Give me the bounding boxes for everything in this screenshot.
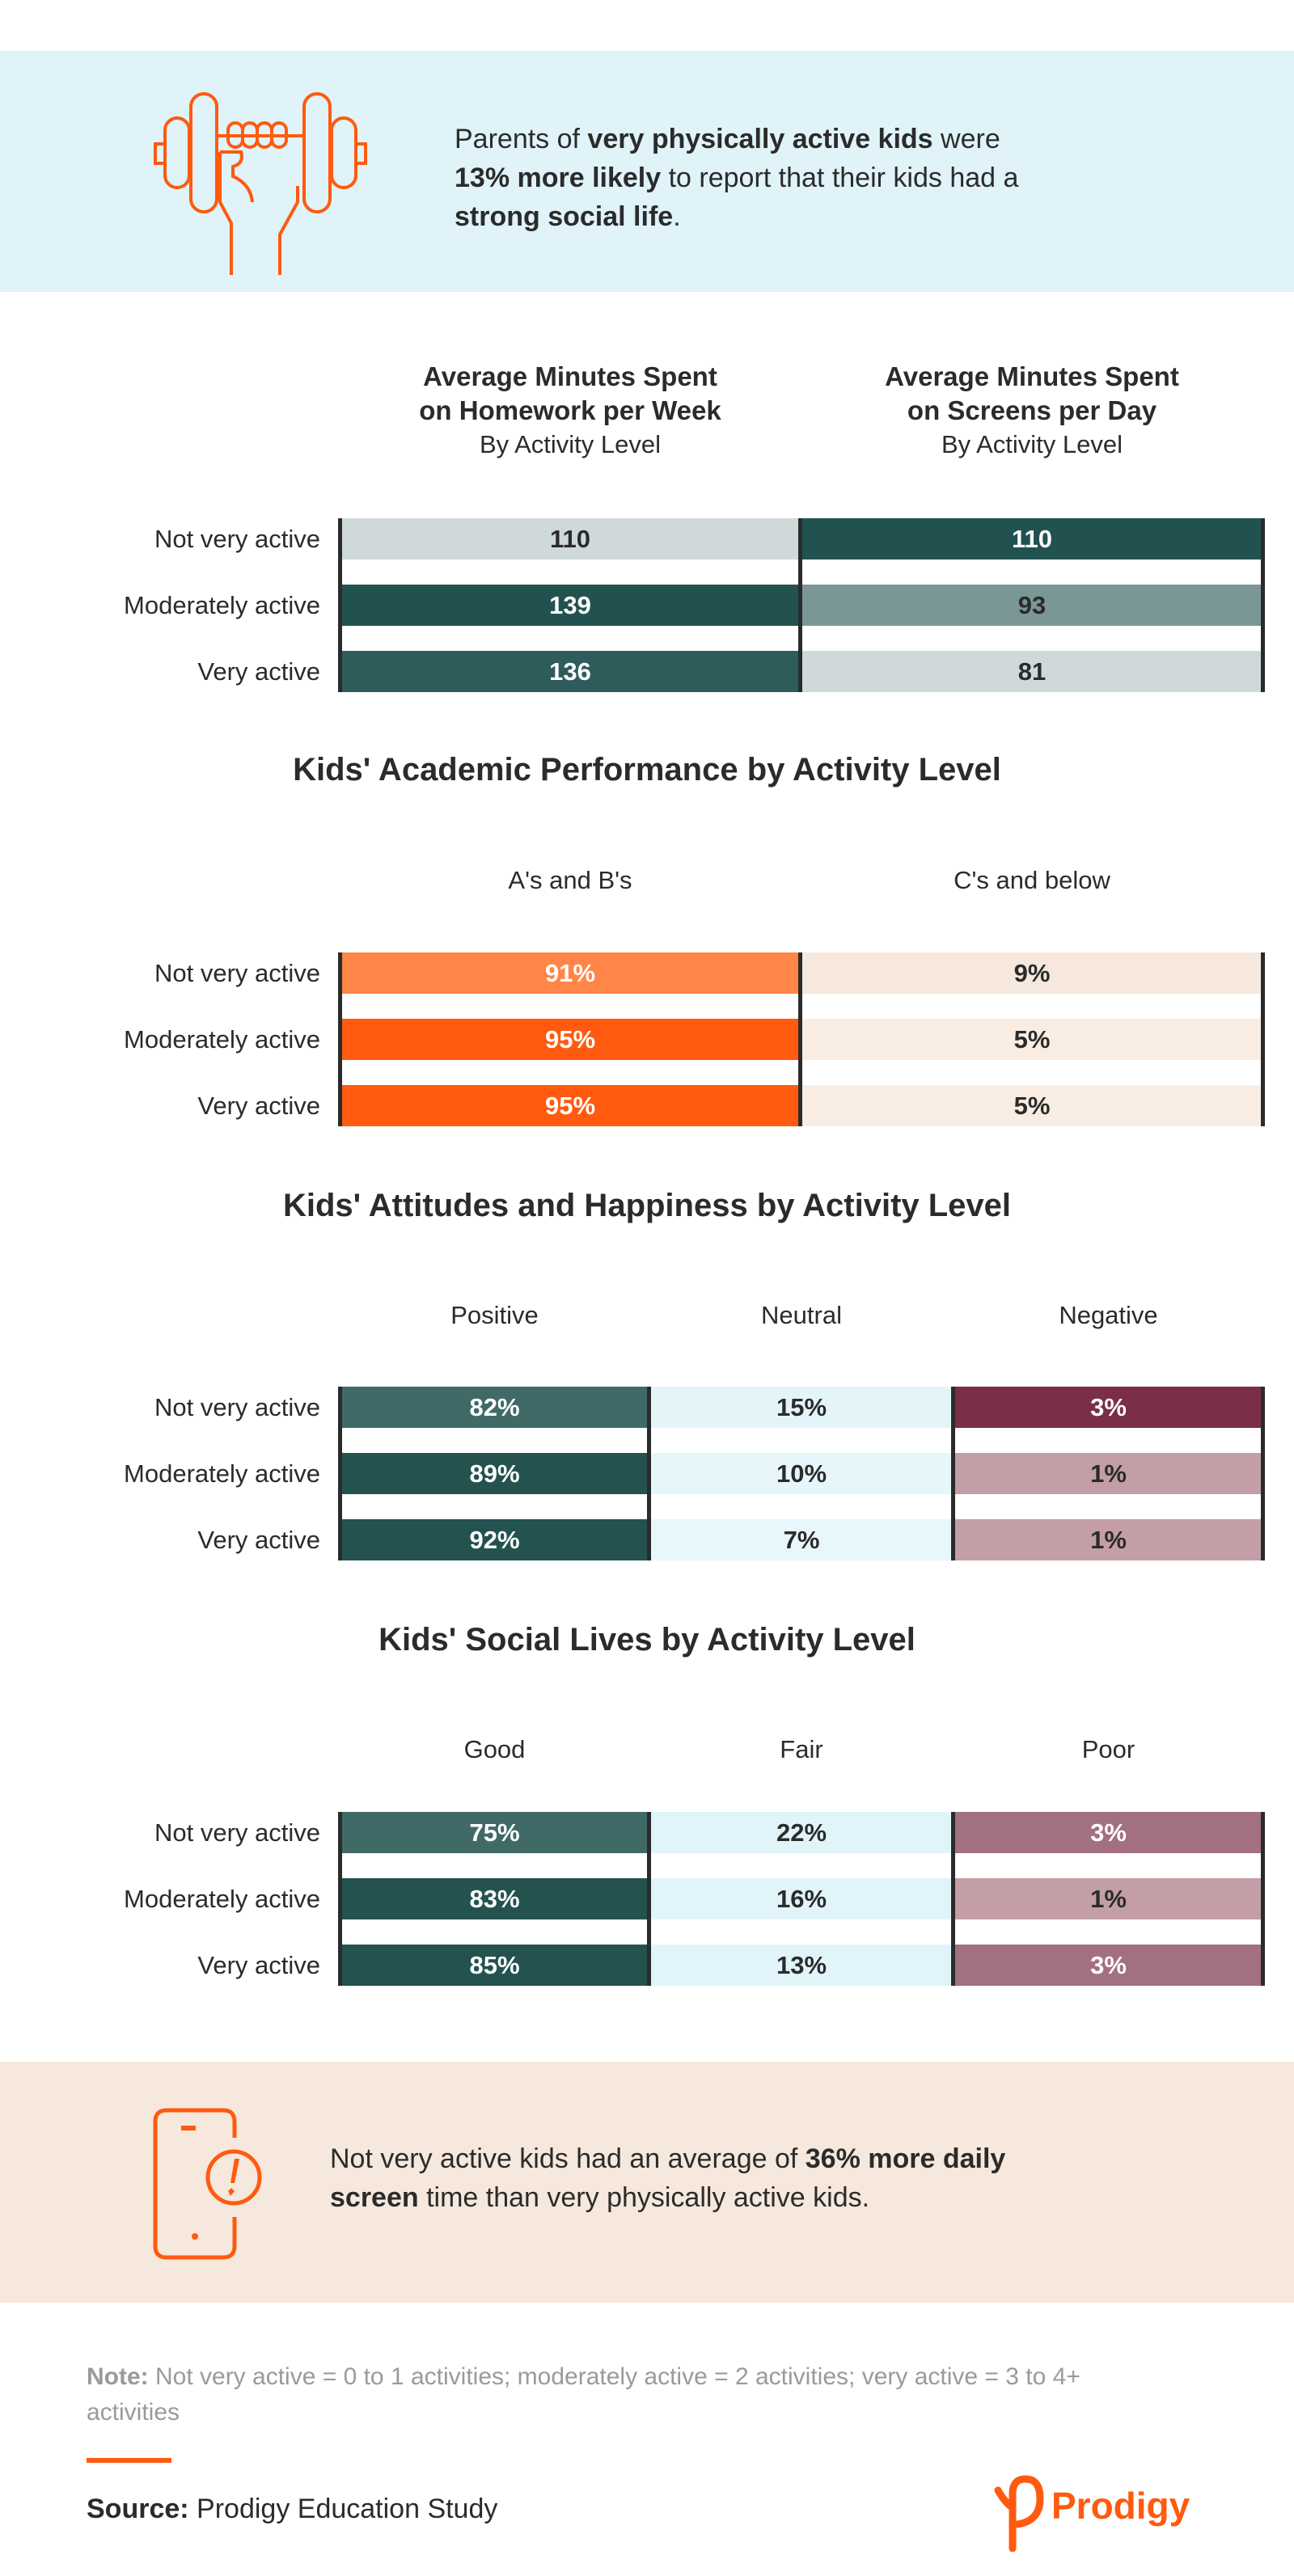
column-header: Positive [340, 1299, 649, 1332]
source-credit: Source: Prodigy Education Study [87, 2494, 498, 2524]
bar-cell: 91% [340, 952, 801, 994]
bar-cell: 82% [340, 1387, 649, 1428]
row-label: Very active [197, 1092, 320, 1120]
row-label: Moderately active [124, 1025, 320, 1054]
bar-cell: 1% [954, 1519, 1263, 1560]
bar-cell: 110 [801, 518, 1263, 560]
column-divider [798, 518, 802, 692]
column-header: Poor [954, 1733, 1263, 1767]
column-heading: Average Minutes Spent [423, 361, 717, 391]
chart-title: Kids' Social Lives by Activity Level [378, 1622, 916, 1658]
bar-cell: 22% [649, 1812, 954, 1853]
column-heading: C's and below [954, 866, 1110, 894]
bar-cell: 1% [954, 1878, 1263, 1919]
column-header: A's and B's [340, 864, 801, 897]
footnote: Note: Not very active = 0 to 1 activitie… [87, 2363, 1080, 2426]
column-divider [1261, 1812, 1265, 1986]
column-divider [1261, 952, 1265, 1126]
row-label: Not very active [154, 525, 320, 553]
column-subheading: By Activity Level [941, 430, 1123, 458]
column-divider [798, 952, 802, 1126]
column-divider [647, 1387, 651, 1560]
bottom-callout-banner [0, 2062, 1294, 2303]
row-label: Very active [197, 1526, 320, 1554]
row-label: Not very active [154, 1818, 320, 1847]
column-divider [338, 518, 342, 692]
column-heading: A's and B's [508, 866, 632, 894]
bar-cell: 16% [649, 1878, 954, 1919]
bar-cell: 3% [954, 1812, 1263, 1853]
column-divider [951, 1812, 955, 1986]
bar-cell: 93 [801, 585, 1263, 626]
column-heading: Neutral [761, 1301, 842, 1329]
column-header: Average Minutes Spent on Homework per Wee… [340, 360, 801, 462]
bar-cell: 85% [340, 1945, 649, 1986]
bar-cell: 7% [649, 1519, 954, 1560]
row-label: Moderately active [124, 1885, 320, 1913]
bar-cell: 3% [954, 1387, 1263, 1428]
bar-cell: 139 [340, 585, 801, 626]
prodigy-logo-icon [994, 2475, 1044, 2552]
bar-cell: 95% [340, 1085, 801, 1126]
column-header: Negative [954, 1299, 1263, 1332]
bar-cell: 83% [340, 1878, 649, 1919]
row-label: Very active [197, 657, 320, 686]
bar-cell: 15% [649, 1387, 954, 1428]
bar-cell: 9% [801, 952, 1263, 994]
column-divider [338, 1812, 342, 1986]
column-divider [951, 1387, 955, 1560]
column-heading: Fair [780, 1735, 823, 1763]
row-label: Moderately active [124, 591, 320, 619]
bar-cell: 136 [340, 651, 801, 692]
bar-cell: 95% [340, 1019, 801, 1060]
bar-cell: 75% [340, 1812, 649, 1853]
column-header: C's and below [801, 864, 1263, 897]
column-header: Neutral [649, 1299, 954, 1332]
bar-cell: 1% [954, 1453, 1263, 1494]
column-subheading: By Activity Level [480, 430, 661, 458]
bar-cell: 3% [954, 1945, 1263, 1986]
column-heading: Good [463, 1735, 526, 1763]
column-heading2: on Homework per Week [419, 395, 721, 425]
bar-cell: 92% [340, 1519, 649, 1560]
column-heading: Negative [1059, 1301, 1158, 1329]
column-divider [1261, 518, 1265, 692]
column-divider [647, 1812, 651, 1986]
dumbbell-hand-icon [154, 92, 367, 275]
column-header: Good [340, 1733, 649, 1767]
column-header: Average Minutes Spent on Screens per Day B… [801, 360, 1263, 462]
top-callout-text: Parents of very physically active kids w… [455, 124, 1019, 232]
bar-cell: 89% [340, 1453, 649, 1494]
row-label: Moderately active [124, 1459, 320, 1488]
phone-alert-icon [153, 2108, 262, 2260]
prodigy-logo-text: Prodigy [1051, 2485, 1190, 2527]
row-label: Not very active [154, 959, 320, 987]
bar-cell: 10% [649, 1453, 954, 1494]
chart-title: Kids' Academic Performance by Activity L… [293, 752, 1001, 788]
row-label: Very active [197, 1951, 320, 1979]
column-divider [1261, 1387, 1265, 1560]
bottom-callout-text: Not very active kids had an average of 3… [330, 2143, 1006, 2213]
bar-cell: 13% [649, 1945, 954, 1986]
column-divider [338, 1387, 342, 1560]
bar-cell: 110 [340, 518, 801, 560]
column-header: Fair [649, 1733, 954, 1767]
bar-cell: 81 [801, 651, 1263, 692]
column-divider [338, 952, 342, 1126]
column-heading: Average Minutes Spent [885, 361, 1179, 391]
divider [87, 2458, 171, 2463]
bar-cell: 5% [801, 1085, 1263, 1126]
column-heading: Poor [1081, 1735, 1135, 1763]
column-heading: Positive [450, 1301, 539, 1329]
chart-title: Kids' Attitudes and Happiness by Activit… [282, 1188, 1012, 1223]
row-label: Not very active [154, 1393, 320, 1421]
column-heading2: on Screens per Day [907, 395, 1157, 425]
bar-cell: 5% [801, 1019, 1263, 1060]
